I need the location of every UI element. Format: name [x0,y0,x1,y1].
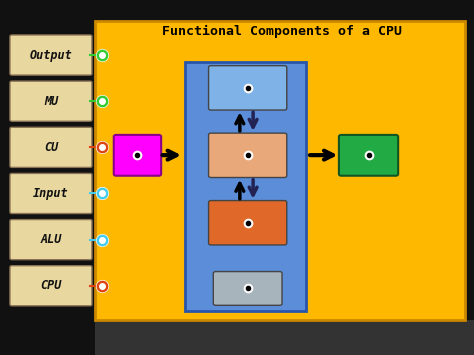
Text: ALU: ALU [40,233,62,246]
Bar [0,0,474,21]
Text: Functional Components of a CPU: Functional Components of a CPU [162,26,402,38]
FancyBboxPatch shape [10,35,92,75]
FancyBboxPatch shape [209,66,287,110]
Bar [185,62,306,311]
Text: CPU: CPU [40,279,62,292]
FancyBboxPatch shape [339,135,398,176]
Bar [0,320,474,355]
FancyBboxPatch shape [10,127,92,168]
Text: Input: Input [33,187,69,200]
Bar [95,21,465,320]
FancyBboxPatch shape [114,135,161,176]
Bar [0,0,95,355]
FancyBboxPatch shape [209,201,287,245]
FancyBboxPatch shape [10,219,92,260]
FancyBboxPatch shape [10,173,92,213]
FancyBboxPatch shape [10,81,92,121]
FancyBboxPatch shape [10,266,92,306]
FancyBboxPatch shape [213,272,282,305]
Text: CU: CU [44,141,58,154]
Text: MU: MU [44,95,58,108]
FancyBboxPatch shape [209,133,287,178]
Text: Output: Output [29,49,73,61]
